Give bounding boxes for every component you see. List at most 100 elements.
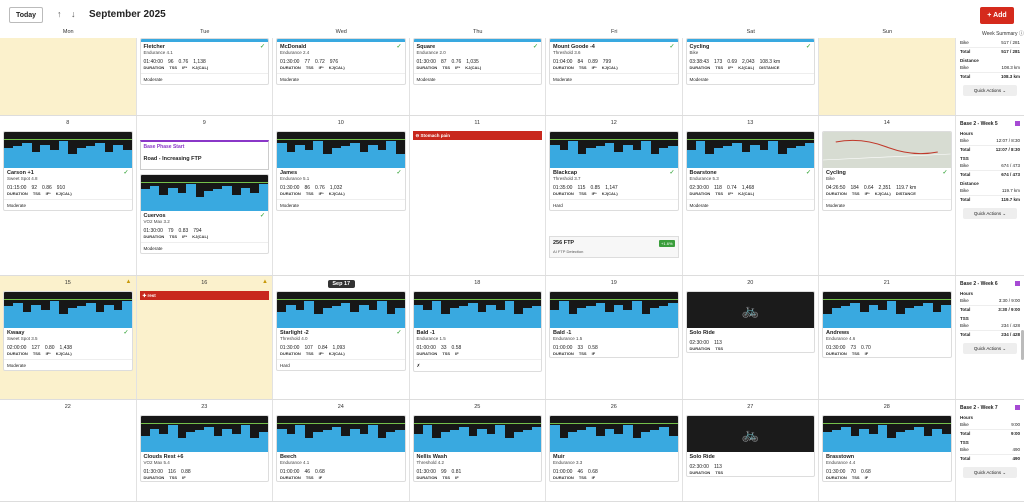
workout-card[interactable]: Carson +1 ✓ Sweet Spot 4.8 01:15:00 92 0.86 91…: [3, 131, 133, 211]
chart-bar: [195, 430, 205, 452]
bike-label: Bike: [960, 65, 969, 70]
workout-card[interactable]: 🚲 Solo Ride 02:30:00 113 DURATION TSS: [685, 415, 815, 477]
day-cell[interactable]: 28 Brasstown Endurance 4.4 01:30:00 70 0.68 DU…: [819, 400, 956, 501]
workout-card[interactable]: Brasstown Endurance 4.4 01:30:00 70 0.68 DURA…: [822, 415, 952, 482]
quick-actions-button[interactable]: Quick Actions ⌄: [963, 467, 1017, 478]
workout-card[interactable]: Starlight -2 ✓ Threshold 4.0 01:30:00 107 0.8…: [276, 291, 406, 371]
workout-card[interactable]: Clouds Rest +6 VO2 Max 5.4 01:30:00 116 0.88…: [139, 415, 269, 482]
summary-row: Bike 517 / 281: [960, 40, 1020, 45]
chart-bar: [377, 150, 387, 168]
quick-actions-button[interactable]: Quick Actions ⌄: [963, 343, 1017, 354]
workout-card[interactable]: Bald -1 Endurance 1.5 01:00:00 33 0.58 DURATI…: [412, 291, 542, 372]
day-cell[interactable]: 9 Base Phase Start Road - Increasing FTP Cu…: [137, 116, 273, 275]
workout-card[interactable]: Cycling ✓ Bike 04:26:50 184 0.64 2,351 119.7 km…: [822, 131, 952, 211]
day-cell[interactable]: 10 James ✓ Endurance 5.1 01:30:00 86 0.76 1,032…: [273, 116, 410, 275]
day-cell[interactable]: 12 Blackcap ✓ Threshold 3.7 01:35:00 115 0.85 1…: [546, 116, 683, 275]
quick-actions-button[interactable]: Quick Actions ⌄: [963, 208, 1017, 219]
chart-bar: [358, 434, 369, 452]
workout-card[interactable]: Cuervos ✓ VO2 Max 3.2 01:30:00 79 0.83 794 DURA…: [139, 174, 269, 254]
chart-bar: [140, 189, 151, 211]
week-summary: Base 2 - Week 6 Hours Bike 3:30 / 9:00 Total…: [956, 276, 1024, 399]
day-cell[interactable]: 14 Cycling ✓ Bike 04:26:50 184 0.64 2,351 119.7 …: [819, 116, 956, 275]
total-value: 119.7 km: [1001, 197, 1020, 202]
day-cell[interactable]: 18 Bald -1 Endurance 1.5 01:00:00 33 0.58 DURA…: [410, 276, 546, 399]
day-cell[interactable]: 8 Carson +1 ✓ Sweet Spot 4.8 01:15:00 92 0.86 9…: [0, 116, 137, 275]
workout-card[interactable]: James ✓ Endurance 5.1 01:30:00 86 0.76 1,032 DU…: [276, 131, 406, 211]
phase-card[interactable]: Base Phase Start Road - Increasing FTP: [139, 140, 269, 170]
day-cell[interactable]: McDonald ✓ Endurance 2.4 01:30:00 77 0.72 976 D…: [273, 38, 410, 115]
workout-card[interactable]: Bald -1 Endurance 1.5 01:00:00 33 0.58 DURATI…: [549, 291, 679, 358]
workout-card[interactable]: Cycling ✓ Bike 03:38:43 173 0.69 2,043 108.3 km…: [685, 38, 815, 85]
workout-card[interactable]: 🚲 Solo Ride 02:30:00 113 DURATION TSS: [685, 291, 815, 353]
workout-card[interactable]: Mount Goode -4 ✓ Threshold 3.6 01:04:00 84 0.…: [549, 38, 679, 85]
day-cell[interactable]: 23 Clouds Rest +6 VO2 Max 5.4 01:30:00 116 0.…: [137, 400, 273, 501]
workout-card[interactable]: Beech Endurance 4.1 01:00:00 46 0.68 DURATION…: [276, 415, 406, 482]
day-cell[interactable]: 25 Nellis Wash Threshold 4.2 01:30:00 99 0.81…: [410, 400, 546, 501]
day-cell[interactable]: 20 🚲 Solo Ride 02:30:00 113 DURATION TSS: [683, 276, 819, 399]
add-button[interactable]: + Add: [980, 7, 1014, 24]
day-number: 9: [202, 120, 206, 126]
chart-bar: [850, 435, 861, 452]
workout-card[interactable]: Andrews Endurance 4.6 01:30:00 73 0.70 DURATI…: [822, 291, 952, 358]
note-badge[interactable]: ✚ rest: [139, 291, 269, 300]
total-label: Total: [960, 431, 971, 436]
note-badge[interactable]: ⊖ Stomach pain: [412, 131, 542, 140]
metric-value: 0.58: [588, 345, 598, 351]
metric-label: KJ(CAL): [328, 191, 345, 196]
workout-card[interactable]: Fletcher ✓ Endurance 4.1 01:40:00 96 0.76 1,13…: [139, 38, 269, 85]
day-cell[interactable]: Square ✓ Endurance 2.0 01:30:00 87 0.76 1,035 D…: [410, 38, 546, 115]
ftp-card[interactable]: 256 FTP AI FTP Detection +1.6%: [549, 236, 679, 258]
workout-card[interactable]: Square ✓ Endurance 2.0 01:30:00 87 0.76 1,035 D…: [412, 38, 542, 85]
metric-label: KJ(CAL): [192, 234, 209, 239]
metric-label: TSS: [305, 191, 314, 196]
metric-value: 2,043: [742, 59, 755, 65]
workout-card[interactable]: Blackcap ✓ Threshold 3.7 01:35:00 115 0.85 1,1…: [549, 131, 679, 211]
day-cell[interactable]: 19 Bald -1 Endurance 1.5 01:00:00 33 0.58 DURA…: [546, 276, 683, 399]
workout-title: Bald -1: [553, 330, 572, 336]
week-summary: Base 2 - Week 5 Hours Bike 12:07 / 8:30 Tota…: [956, 116, 1024, 275]
today-button[interactable]: Today: [9, 7, 43, 23]
workout-card[interactable]: Nellis Wash Threshold 4.2 01:30:00 99 0.81 DU…: [412, 415, 542, 482]
phase-name: Road - Increasing FTP: [143, 156, 202, 162]
day-cell[interactable]: 11 ⊖ Stomach pain: [410, 116, 546, 275]
day-cell[interactable]: Mount Goode -4 ✓ Threshold 3.6 01:04:00 84 0.…: [546, 38, 683, 115]
chart-bar: [495, 425, 506, 452]
metrics-row: 01:40:00 96 0.76 1,138: [141, 55, 269, 65]
metrics-labels: DURATION TSS IF* KJ(CAL): [550, 191, 678, 197]
scrollbar[interactable]: [1021, 330, 1024, 360]
day-cell[interactable]: 16 ▲ ✚ rest: [136, 276, 273, 399]
metric-label: DISTANCE: [759, 65, 780, 70]
day-cell[interactable]: [819, 38, 956, 115]
previous-week-arrow-icon[interactable]: ↑: [57, 9, 62, 19]
chart-bar: [295, 144, 305, 168]
chart-line: [550, 139, 678, 141]
workout-card[interactable]: Muir Endurance 3.3 01:00:00 46 0.68 DURATION T…: [549, 415, 679, 482]
chart-bar: [486, 434, 497, 452]
metric-label: TSS: [32, 191, 41, 196]
metric-label: IF*: [591, 65, 597, 70]
day-cell[interactable]: Sep 17 Starlight -2 ✓ Threshold 4.0 01:30:00…: [273, 276, 410, 399]
day-cell[interactable]: Fletcher ✓ Endurance 4.1 01:40:00 96 0.76 1,13…: [137, 38, 273, 115]
day-cell[interactable]: 24 Beech Endurance 4.1 01:00:00 46 0.68 DURATI…: [273, 400, 410, 501]
chart-bar: [240, 425, 251, 452]
check-icon: ✓: [669, 170, 675, 176]
day-cell[interactable]: Cycling ✓ Bike 03:38:43 173 0.69 2,043 108.3 km…: [683, 38, 819, 115]
quick-actions-button[interactable]: Quick Actions ⌄: [963, 85, 1017, 96]
metric-value: 799: [602, 59, 612, 65]
day-cell[interactable]: 21 Andrews Endurance 4.6 01:30:00 73 0.70 DURA…: [819, 276, 956, 399]
metric-value: 0.88: [180, 469, 191, 475]
metric-label: DURATION: [689, 191, 711, 196]
day-cell[interactable]: 15 ▲ Kwaay ✓ Sweet Spot 3.5 02:00:00 127 0.80 1,…: [0, 276, 137, 399]
metric-label: IF: [591, 351, 596, 356]
metric-label: KJ(CAL): [328, 351, 345, 356]
chart-bar: [550, 310, 560, 328]
workout-card[interactable]: McDonald ✓ Endurance 2.4 01:30:00 77 0.72 976 D…: [276, 38, 406, 85]
day-cell[interactable]: 13 Boarstone ✓ Endurance 5.3 02:30:00 118 0.74…: [683, 116, 819, 275]
workout-card[interactable]: Kwaay ✓ Sweet Spot 3.5 02:00:00 127 0.80 1,438…: [3, 291, 133, 371]
next-week-arrow-icon[interactable]: ↓: [71, 9, 76, 19]
day-cell[interactable]: 22: [0, 400, 137, 501]
day-cell[interactable]: [0, 38, 137, 115]
day-cell[interactable]: 26 Muir Endurance 3.3 01:00:00 46 0.68 DURATIO…: [546, 400, 683, 501]
workout-card[interactable]: Boarstone ✓ Endurance 5.3 02:30:00 118 0.74 1,…: [685, 131, 815, 211]
day-cell[interactable]: 27 🚲 Solo Ride 02:30:00 113 DURATION TSS: [683, 400, 819, 501]
